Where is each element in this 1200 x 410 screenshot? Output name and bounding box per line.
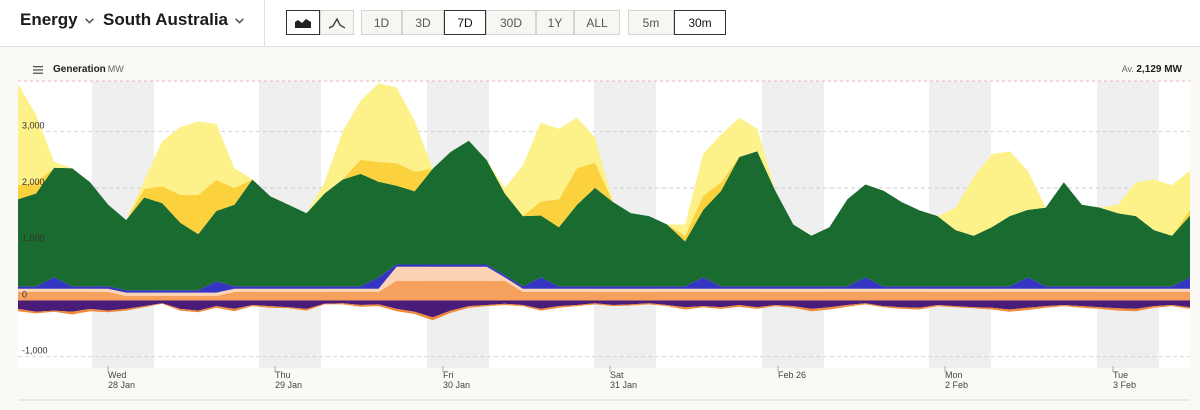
interval-30m-label: 30m bbox=[688, 15, 712, 30]
average-label: Av. bbox=[1121, 64, 1134, 74]
range-1y-button[interactable]: 1Y bbox=[536, 10, 574, 35]
region-selector[interactable]: South Australia bbox=[103, 10, 245, 30]
interval-5m-label: 5m bbox=[642, 15, 660, 30]
top-toolbar: Energy South Australia 1D 3D 7D 30D 1Y A… bbox=[0, 0, 1200, 47]
y-tick-label: 3,000 bbox=[22, 121, 45, 131]
range-1d-button[interactable]: 1D bbox=[361, 10, 402, 35]
stacked-area-icon bbox=[295, 18, 311, 28]
y-tick-label: 2,000 bbox=[22, 177, 45, 187]
x-tick-day: Fri bbox=[443, 370, 454, 380]
range-all-button[interactable]: ALL bbox=[574, 10, 620, 35]
x-tick-date: 31 Jan bbox=[610, 380, 637, 390]
x-tick-date: 28 Jan bbox=[108, 380, 135, 390]
region-label: South Australia bbox=[103, 10, 228, 29]
range-30d-label: 30D bbox=[499, 15, 522, 30]
menu-icon[interactable] bbox=[33, 66, 43, 74]
range-7d-button[interactable]: 7D bbox=[444, 10, 486, 35]
x-tick-date: 2 Feb bbox=[945, 380, 968, 390]
panel-title-text: Generation bbox=[53, 64, 106, 75]
interval-5m-button[interactable]: 5m bbox=[628, 10, 674, 35]
average-readout: Av. 2,129 MW bbox=[1122, 64, 1182, 75]
series-area-utility_solar bbox=[18, 140, 1190, 242]
x-tick-day: Mon bbox=[945, 370, 963, 380]
line-area-icon bbox=[328, 17, 346, 29]
series-area-pumps bbox=[18, 303, 1190, 321]
x-tick-date: 29 Jan bbox=[275, 380, 302, 390]
line-chart-button[interactable] bbox=[320, 10, 354, 35]
panel-unit: MW bbox=[107, 64, 124, 74]
range-all-label: ALL bbox=[586, 15, 608, 30]
x-tick-date: Feb 26 bbox=[778, 370, 806, 380]
average-value: 2,129 MW bbox=[1136, 64, 1182, 75]
section-label: Energy bbox=[20, 10, 78, 29]
series-area-exports bbox=[18, 300, 1190, 318]
range-1y-label: 1Y bbox=[547, 15, 563, 30]
y-tick-label: 1,000 bbox=[22, 233, 45, 243]
series-area-wind bbox=[18, 140, 1190, 291]
range-1d-label: 1D bbox=[373, 15, 390, 30]
chevron-down-icon bbox=[235, 17, 244, 24]
x-tick-day: Wed bbox=[108, 370, 126, 380]
chevron-down-icon bbox=[84, 17, 94, 24]
range-7d-label: 7D bbox=[457, 15, 473, 30]
interval-30m-button[interactable]: 30m bbox=[674, 10, 726, 35]
stacked-chart-button[interactable] bbox=[286, 10, 320, 35]
series-area-battery bbox=[18, 264, 1190, 293]
range-30d-button[interactable]: 30D bbox=[486, 10, 536, 35]
panel-title: Generation MW bbox=[53, 64, 124, 75]
range-3d-button[interactable]: 3D bbox=[402, 10, 444, 35]
section-selector[interactable]: Energy bbox=[20, 10, 95, 30]
series-area-gas_light bbox=[18, 266, 1190, 296]
x-tick-date: 3 Feb bbox=[1113, 380, 1136, 390]
toolbar-divider bbox=[264, 0, 265, 46]
x-tick-day: Tue bbox=[1113, 370, 1128, 380]
range-3d-label: 3D bbox=[415, 15, 431, 30]
x-tick-date: 30 Jan bbox=[443, 380, 470, 390]
x-tick-day: Sat bbox=[610, 370, 624, 380]
x-tick-day: Thu bbox=[275, 370, 291, 380]
series-area-gas bbox=[18, 280, 1190, 301]
y-tick-label: -1,000 bbox=[22, 346, 48, 356]
y-tick-label: 0 bbox=[22, 289, 27, 299]
